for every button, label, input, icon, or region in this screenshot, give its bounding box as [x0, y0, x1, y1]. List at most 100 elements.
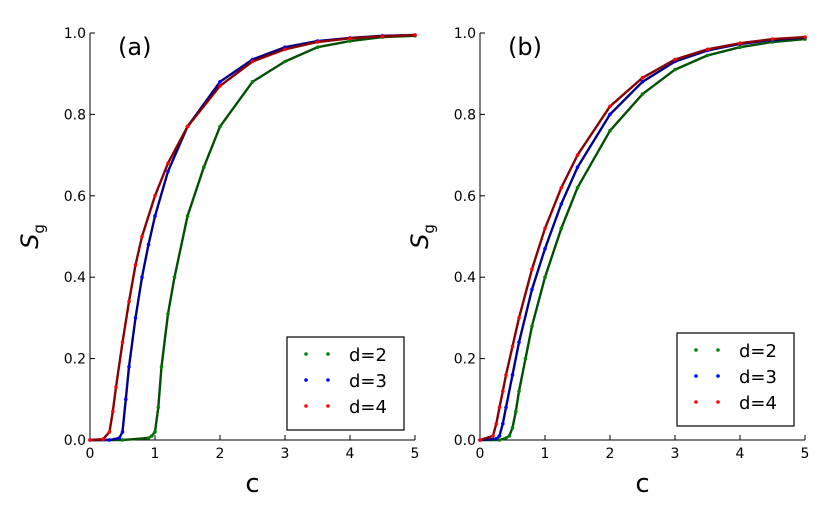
x-tick-label: 0 [86, 446, 95, 462]
data-point [107, 438, 112, 442]
x-tick-label: 5 [801, 446, 810, 462]
data-point [559, 185, 564, 190]
data-point [494, 421, 499, 426]
y-tick-label: 0.2 [64, 352, 86, 368]
legend-marker [326, 352, 330, 356]
legend-marker [304, 352, 308, 356]
y-tick-label: 0.4 [454, 270, 476, 286]
legend-marker [304, 404, 308, 408]
data-point [640, 92, 645, 96]
data-point [140, 234, 144, 239]
y-axis-label-subscript: g [30, 224, 48, 234]
x-tick-label: 0 [476, 446, 485, 462]
x-tick-label: 3 [281, 446, 290, 462]
data-point [101, 437, 105, 442]
data-point [738, 41, 742, 45]
data-point [172, 275, 177, 280]
data-point [543, 226, 547, 231]
data-point [497, 438, 502, 442]
chart-panel-a: 0 1 2 3 4 5 0.0 0.2 0.4 0.6 0.8 1.0 c Sg (a) d=2 d=3 d=4 [16, 26, 419, 499]
y-axis-label-subscript: g [420, 224, 438, 234]
data-point [150, 434, 154, 438]
data-point [117, 436, 122, 440]
y-tick-label: 0.2 [454, 352, 476, 368]
legend-label: d=3 [349, 371, 387, 392]
data-point [156, 405, 161, 410]
data-point [111, 409, 115, 414]
chart-panel-b: 0 1 2 3 4 5 0.0 0.2 0.4 0.6 0.8 1.0 c Sg (b) d=2 d=3 d=4 [406, 26, 809, 499]
data-point [283, 47, 287, 52]
data-point [517, 316, 521, 320]
legend-label: d=4 [349, 397, 387, 418]
data-point [501, 421, 505, 426]
data-point [608, 112, 612, 117]
x-axis-label: c [245, 469, 259, 499]
data-point [510, 373, 515, 377]
data-point [380, 34, 385, 39]
data-point [494, 437, 499, 441]
data-point [140, 275, 144, 280]
legend-label: d=3 [739, 367, 777, 388]
y-axis-label: Sg [16, 224, 48, 249]
y-tick-label: 0.8 [454, 107, 476, 123]
data-point [88, 438, 92, 442]
data-point [133, 263, 138, 267]
data-point [530, 324, 534, 328]
data-point [523, 356, 528, 361]
data-point [114, 385, 118, 389]
data-point [153, 214, 157, 218]
data-point [202, 165, 206, 170]
data-point [770, 37, 775, 41]
legend-marker [304, 378, 308, 382]
y-axis-label: Sg [406, 224, 438, 249]
panel-label: (b) [508, 33, 542, 61]
data-point [185, 124, 190, 129]
legend-label: d=2 [739, 341, 777, 362]
data-point [517, 389, 521, 394]
data-point [283, 59, 287, 64]
data-point [166, 161, 170, 165]
data-point [146, 436, 151, 440]
data-point [501, 389, 505, 394]
x-tick-label: 1 [151, 446, 160, 462]
data-point [543, 246, 547, 251]
data-point [159, 364, 164, 369]
data-point [559, 202, 564, 206]
data-point [491, 434, 495, 438]
data-point [166, 169, 170, 174]
data-point [127, 364, 131, 369]
y-tick-label: 0.4 [64, 270, 86, 286]
data-point [478, 438, 482, 442]
legend: d=2 d=3 d=4 [676, 332, 795, 427]
data-point [315, 45, 320, 49]
legend-marker [716, 374, 720, 378]
y-tick-label: 0.6 [64, 189, 86, 205]
y-tick-label: 0.0 [454, 433, 476, 449]
data-point [510, 426, 515, 430]
data-point [497, 434, 502, 438]
y-axis-label-main: S [406, 234, 434, 249]
data-point [250, 59, 255, 64]
legend-label: d=2 [349, 345, 387, 366]
data-point [218, 80, 222, 84]
legend-marker [326, 404, 330, 408]
series-d4 [88, 33, 417, 442]
y-tick-label: 0.8 [64, 107, 86, 123]
data-point [315, 40, 320, 44]
data-point [250, 80, 255, 84]
data-point [127, 299, 131, 304]
data-point [153, 430, 157, 434]
y-tick-label: 0.0 [64, 433, 86, 449]
data-point [517, 340, 521, 345]
data-point [673, 57, 677, 62]
data-point [218, 84, 222, 88]
series-d2 [88, 34, 417, 442]
y-tick-label: 1.0 [64, 26, 86, 42]
data-point [120, 430, 125, 434]
data-point [120, 438, 125, 442]
data-point [146, 242, 151, 247]
data-point [507, 434, 512, 438]
data-point [133, 316, 138, 320]
data-point [530, 287, 534, 292]
data-point [608, 128, 612, 133]
